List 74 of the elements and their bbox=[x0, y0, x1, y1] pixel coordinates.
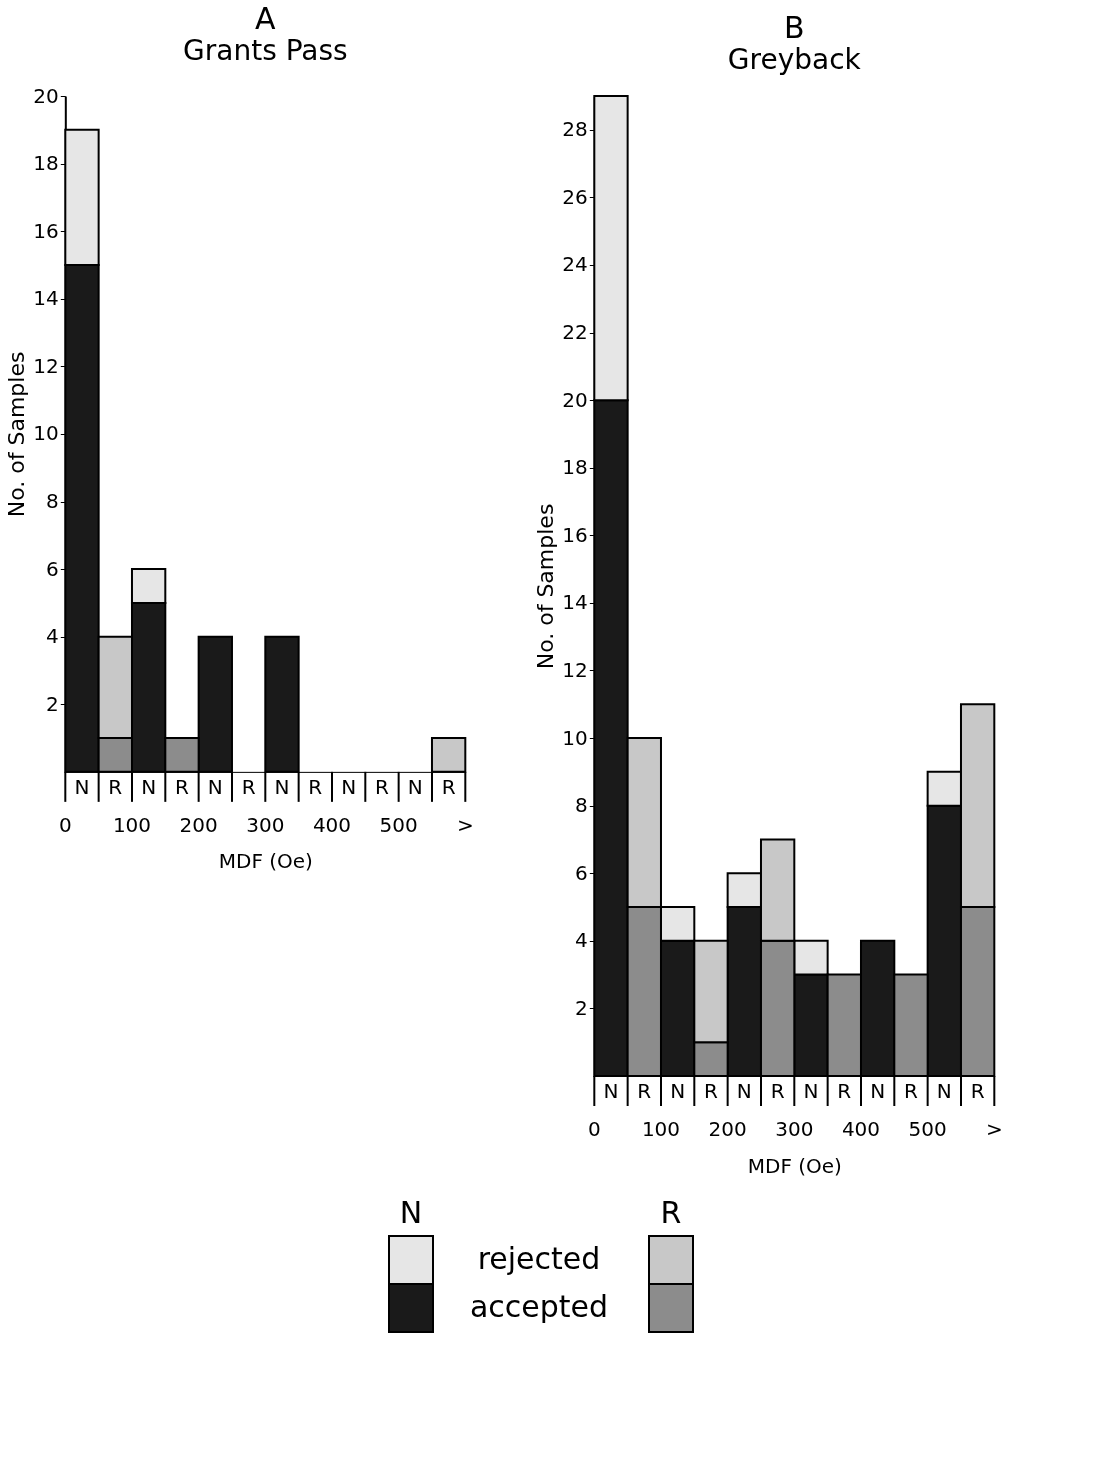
x-tick-label: N bbox=[407, 774, 423, 799]
y-tick-label: 10 bbox=[33, 421, 59, 446]
text: 500 bbox=[908, 1117, 947, 1141]
text: 400 bbox=[841, 1117, 881, 1141]
y-tick-label: 18 bbox=[562, 455, 588, 480]
text: 0 bbox=[587, 1117, 601, 1141]
category-label: R bbox=[660, 1195, 682, 1230]
y-tick-label: 12 bbox=[33, 353, 59, 378]
y-tick-label: 18 bbox=[33, 151, 59, 176]
y-tick-label: 4 bbox=[46, 624, 59, 649]
x-tick-label: N bbox=[603, 1079, 619, 1103]
text: 200 bbox=[708, 1117, 747, 1141]
x-tick-label: N bbox=[803, 1079, 819, 1103]
x-tick-label: R bbox=[441, 774, 456, 799]
x-tick-label: N bbox=[341, 774, 357, 799]
y-tick-label: 28 bbox=[562, 117, 588, 142]
text: 400 bbox=[312, 812, 352, 837]
y-tick-label: 10 bbox=[562, 725, 588, 750]
x-tick-label: N bbox=[74, 774, 90, 799]
x-tick-label: R bbox=[904, 1079, 919, 1103]
legend-label: rejected bbox=[477, 1241, 601, 1276]
x-tick-label: N bbox=[736, 1079, 752, 1103]
y-tick-label: 2 bbox=[575, 995, 588, 1020]
y-tick-label: 2 bbox=[46, 691, 59, 716]
text: > bbox=[985, 1117, 1003, 1141]
y-tick-label: 8 bbox=[575, 793, 588, 818]
chart-title: B bbox=[784, 10, 805, 45]
y-axis-title: No. of Samples bbox=[533, 503, 559, 670]
y-tick-label: 12 bbox=[562, 657, 588, 682]
chart-subtitle: Greyback bbox=[727, 43, 862, 76]
text: 300 bbox=[775, 1117, 814, 1141]
y-tick-label: 6 bbox=[46, 556, 59, 581]
y-tick-label: 16 bbox=[33, 218, 59, 243]
y-tick-label: 20 bbox=[33, 83, 59, 108]
y-tick-label: 20 bbox=[562, 387, 588, 412]
x-tick-label: N bbox=[870, 1079, 886, 1103]
x-tick-label: R bbox=[637, 1079, 652, 1103]
y-tick-label: 24 bbox=[562, 252, 588, 277]
y-tick-label: 16 bbox=[562, 522, 588, 547]
x-axis-title: MDF (Oe) bbox=[747, 1153, 842, 1178]
chart-title: A bbox=[255, 1, 277, 36]
legend-label: accepted bbox=[469, 1289, 609, 1324]
x-tick-label: R bbox=[241, 774, 256, 799]
y-tick-label: 6 bbox=[575, 860, 588, 885]
text: 0 bbox=[58, 812, 72, 837]
text: 300 bbox=[246, 812, 285, 837]
text: 500 bbox=[379, 812, 418, 837]
x-tick-label: N bbox=[141, 774, 157, 799]
text: 100 bbox=[112, 812, 152, 837]
x-tick-label: R bbox=[704, 1079, 719, 1103]
y-tick-label: 8 bbox=[46, 489, 59, 514]
y-tick-label: 14 bbox=[33, 286, 59, 311]
text: 200 bbox=[179, 812, 218, 837]
category-label: N bbox=[399, 1195, 423, 1230]
y-tick-label: 14 bbox=[562, 590, 588, 615]
x-tick-label: R bbox=[175, 774, 190, 799]
chart-subtitle: Grants Pass bbox=[183, 34, 348, 67]
x-tick-label: N bbox=[207, 774, 223, 799]
x-tick-label: R bbox=[308, 774, 323, 799]
x-axis-title: MDF (Oe) bbox=[218, 849, 313, 874]
y-tick-label: 22 bbox=[562, 320, 588, 345]
x-tick-label: R bbox=[970, 1079, 985, 1103]
x-tick-label: R bbox=[837, 1079, 852, 1103]
x-tick-label: N bbox=[274, 774, 290, 799]
y-tick-label: 4 bbox=[575, 928, 588, 953]
text: 100 bbox=[641, 1117, 681, 1141]
y-tick-label: 26 bbox=[562, 184, 588, 209]
text: > bbox=[456, 812, 474, 837]
x-tick-label: N bbox=[936, 1079, 952, 1103]
x-tick-label: N bbox=[670, 1079, 686, 1103]
x-tick-label: R bbox=[108, 774, 123, 799]
y-axis-title: No. of Samples bbox=[4, 351, 30, 518]
x-tick-label: R bbox=[770, 1079, 785, 1103]
x-tick-label: R bbox=[375, 774, 390, 799]
